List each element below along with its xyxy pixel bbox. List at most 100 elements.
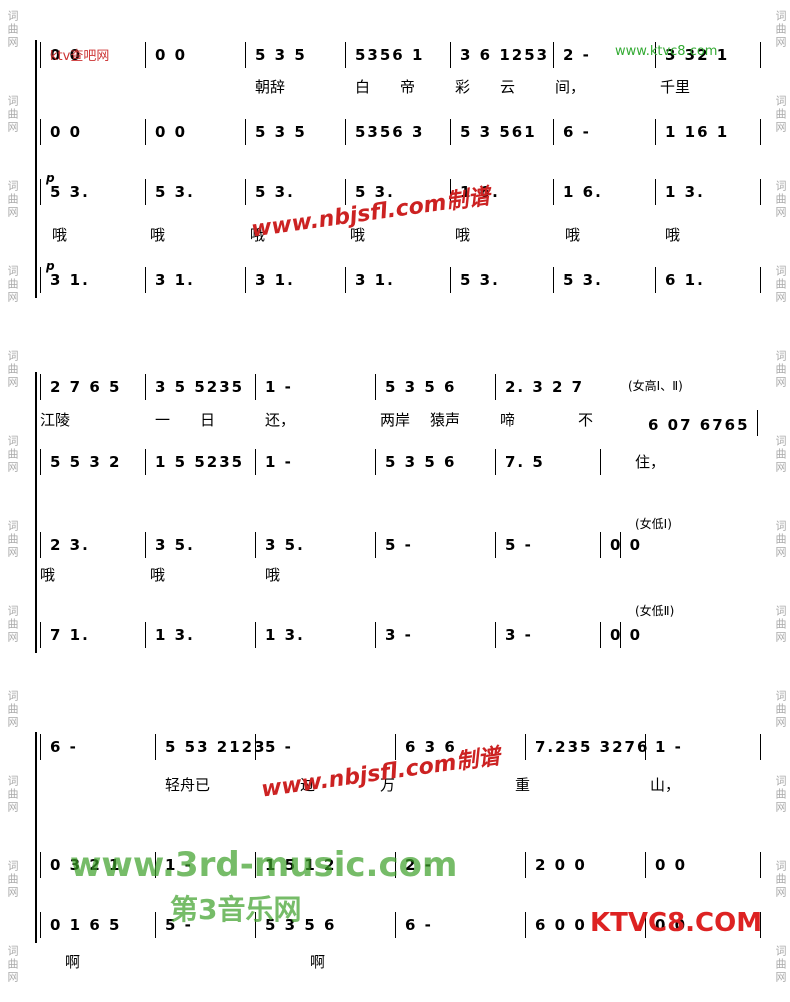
measure: 0 3 2 1 xyxy=(50,856,122,874)
barline xyxy=(40,532,41,558)
barline xyxy=(645,912,646,938)
part-label: (女低Ⅰ) xyxy=(635,517,672,531)
lyric: 万 xyxy=(380,776,396,794)
barline xyxy=(345,119,346,145)
barline xyxy=(760,912,761,938)
measure: 5356 1 xyxy=(355,46,425,64)
lyric: 朝辞 xyxy=(255,78,286,96)
measure: 2. 3 2 7 xyxy=(505,378,585,396)
measure: 2 3. xyxy=(50,536,90,554)
measure: 3 32 1 xyxy=(665,46,730,64)
side-label: 词曲网 xyxy=(6,435,19,474)
measure: 0 0 xyxy=(655,916,688,934)
side-label: 词曲网 xyxy=(774,180,787,219)
measure: 5 3 5 xyxy=(255,46,307,64)
measure: 5 3 5 6 xyxy=(265,916,337,934)
barline xyxy=(525,912,526,938)
side-label: 词曲网 xyxy=(774,10,787,49)
lyric: 哦 xyxy=(40,566,56,584)
barline xyxy=(495,374,496,400)
lyric: 白 xyxy=(355,78,371,96)
barline xyxy=(40,734,41,760)
barline xyxy=(645,852,646,878)
lyric: 哦 xyxy=(455,226,471,244)
lyric: 哦 xyxy=(565,226,581,244)
barline xyxy=(757,410,758,436)
barline xyxy=(395,912,396,938)
barline xyxy=(760,42,761,68)
barline xyxy=(655,179,656,205)
barline xyxy=(760,734,761,760)
barline xyxy=(255,852,256,878)
barline xyxy=(255,374,256,400)
measure: 3 1. xyxy=(355,271,395,289)
barline xyxy=(620,622,621,648)
measure: 1 5 5235 xyxy=(155,453,245,471)
barline xyxy=(255,449,256,475)
measure: 5 53 2123 xyxy=(165,738,267,756)
measure: 5 3. xyxy=(255,183,295,201)
barline xyxy=(495,622,496,648)
barline xyxy=(255,734,256,760)
barline xyxy=(245,119,246,145)
measure: 3 1. xyxy=(255,271,295,289)
measure: 0 0 xyxy=(610,626,643,644)
measure: 5 3 561 xyxy=(460,123,537,141)
measure: 5 - xyxy=(505,536,533,554)
lyric: 啊 xyxy=(65,953,81,971)
barline xyxy=(395,734,396,760)
side-label: 词曲网 xyxy=(774,860,787,899)
lyric: 哦 xyxy=(150,566,166,584)
watermark: www.3rd-music.com xyxy=(70,845,458,885)
barline xyxy=(553,179,554,205)
measure: 3 - xyxy=(505,626,533,644)
lyric: 一 xyxy=(155,411,171,429)
side-label: 词曲网 xyxy=(774,435,787,474)
lyric: 两岸 xyxy=(380,411,411,429)
system-bracket xyxy=(35,732,37,943)
system-bracket xyxy=(35,372,37,653)
barline xyxy=(40,622,41,648)
measure: 1 5 1 2 xyxy=(265,856,337,874)
measure: 6 - xyxy=(405,916,433,934)
barline xyxy=(145,622,146,648)
barline xyxy=(145,267,146,293)
measure: 2 - xyxy=(563,46,591,64)
lyric: 山， xyxy=(650,776,681,794)
side-label: 词曲网 xyxy=(774,350,787,389)
lyric: 江陵 xyxy=(40,411,71,429)
measure: 3 6 1253 xyxy=(460,46,550,64)
side-label: 词曲网 xyxy=(774,690,787,729)
barline xyxy=(655,42,656,68)
watermark: KTVC8.COM xyxy=(590,908,763,938)
lyric: 住， xyxy=(635,453,666,471)
side-label: 词曲网 xyxy=(774,520,787,559)
barline xyxy=(145,179,146,205)
measure: 5 3. xyxy=(50,183,90,201)
barline xyxy=(600,622,601,648)
lyric: 啊 xyxy=(310,953,326,971)
barline xyxy=(375,449,376,475)
dynamic: p xyxy=(46,259,55,273)
lyric: 不 xyxy=(578,411,594,429)
lyric: 轻舟已 xyxy=(165,776,211,794)
measure: 5 3 5 xyxy=(255,123,307,141)
barline xyxy=(450,42,451,68)
barline xyxy=(760,852,761,878)
watermark: 第3音乐网 xyxy=(170,893,302,926)
lyric: 过 xyxy=(300,776,316,794)
measure: 7.235 3276 xyxy=(535,738,650,756)
barline xyxy=(525,734,526,760)
measure: 6 1. xyxy=(665,271,705,289)
side-label: 词曲网 xyxy=(6,180,19,219)
barline xyxy=(255,622,256,648)
measure: 5 3. xyxy=(563,271,603,289)
barline xyxy=(645,734,646,760)
barline xyxy=(245,267,246,293)
barline xyxy=(40,119,41,145)
system-bracket xyxy=(35,40,37,298)
measure: 1 - xyxy=(265,453,293,471)
lyric: 哦 xyxy=(350,226,366,244)
measure: 1 6. xyxy=(563,183,603,201)
